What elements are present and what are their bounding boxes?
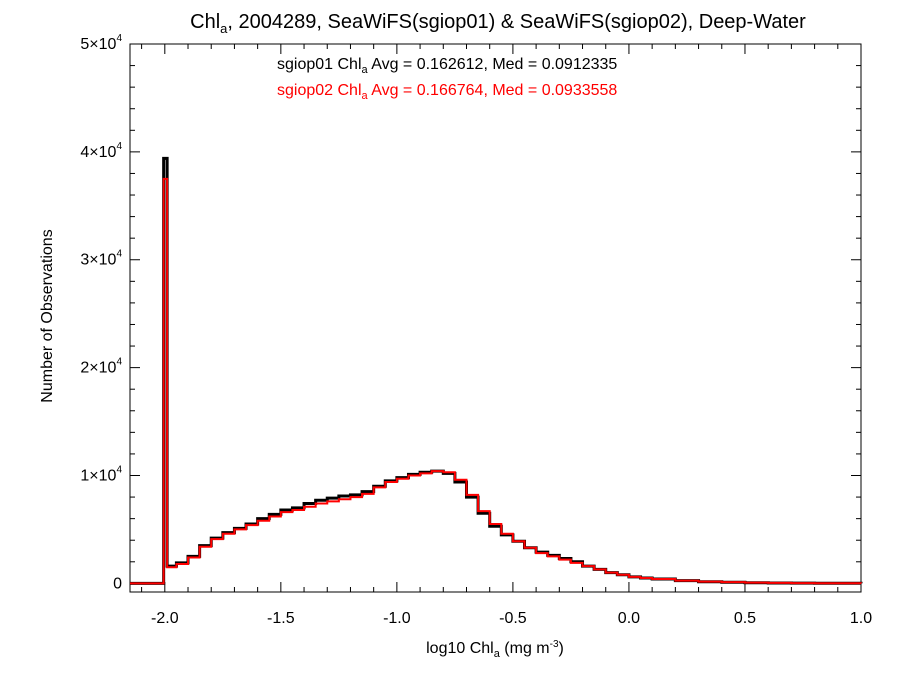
x-tick-label: -0.5 <box>499 610 527 627</box>
y-tick-exponent: 4 <box>116 249 122 260</box>
y-tick-label: 5×104 <box>80 33 122 53</box>
y-tick-mantissa: 5×10 <box>80 36 116 53</box>
y-axis-label: Number of Observations <box>39 229 56 402</box>
x-axis-label-end: ) <box>559 640 564 657</box>
y-tick-exponent: 4 <box>116 33 122 44</box>
y-tick-label: 2×104 <box>80 357 122 377</box>
annotation-sgiop02: sgiop02 Chla Avg = 0.166764, Med = 0.093… <box>277 82 617 102</box>
y-tick-label: 4×104 <box>80 141 122 161</box>
plot-frame <box>129 43 862 593</box>
chart-title-rest: , 2004289, SeaWiFS(sgiop01) & SeaWiFS(sg… <box>227 11 806 33</box>
y-tick-mantissa: 4×10 <box>80 144 116 161</box>
y-tick-exponent: 4 <box>116 141 122 152</box>
annotation-sgiop02-sub: a <box>362 90 369 102</box>
x-tick-labels: -2.0 -1.5 -1.0 -0.5 0.0 0.5 1.0 <box>151 610 872 627</box>
series-line-0 <box>130 156 863 585</box>
chart-title-sub: a <box>220 21 228 36</box>
y-tick-mantissa: 1×10 <box>80 467 116 484</box>
series-line-1 <box>130 177 862 585</box>
y-tick-exponent: 4 <box>116 357 122 368</box>
annotation-sgiop02-post: Avg = 0.166764, Med = 0.0933558 <box>368 82 618 99</box>
y-tick-exponent: 4 <box>116 464 122 475</box>
x-tick-label: -1.5 <box>267 610 295 627</box>
x-tick-label: 0.0 <box>618 610 640 627</box>
x-axis-label-sup: -3 <box>550 639 559 650</box>
x-tick-label: -1.0 <box>383 610 411 627</box>
series-group <box>130 156 863 585</box>
y-tick-mantissa: 2×10 <box>80 360 116 377</box>
x-axis-label-rest: (mg m <box>500 640 550 657</box>
y-tick-label: 1×104 <box>80 464 122 484</box>
annotation-sgiop01-post: Avg = 0.162612, Med = 0.0912335 <box>368 56 618 73</box>
y-tick-mantissa: 0 <box>113 575 122 592</box>
annotation-sgiop01-sub: a <box>362 64 369 76</box>
x-axis-label-main: log10 Chl <box>426 640 494 657</box>
annotation-sgiop01: sgiop01 Chla Avg = 0.162612, Med = 0.091… <box>277 56 617 76</box>
chart-title: Chla, 2004289, SeaWiFS(sgiop01) & SeaWiF… <box>190 11 806 36</box>
axis-ticks <box>130 43 862 592</box>
annotation-sgiop01-pre: sgiop01 Chl <box>277 56 362 73</box>
chart-title-main: Chl <box>190 11 220 33</box>
x-axis-label: log10 Chla (mg m-3) <box>426 639 564 660</box>
y-tick-label: 0 <box>113 575 122 592</box>
x-tick-label: -2.0 <box>151 610 179 627</box>
y-tick-label: 3×104 <box>80 249 122 269</box>
y-tick-mantissa: 3×10 <box>80 252 116 269</box>
x-tick-label: 1.0 <box>850 610 872 627</box>
x-axis-label-sub: a <box>494 648 501 660</box>
x-tick-label: 0.5 <box>734 610 756 627</box>
annotation-sgiop02-pre: sgiop02 Chl <box>277 82 362 99</box>
